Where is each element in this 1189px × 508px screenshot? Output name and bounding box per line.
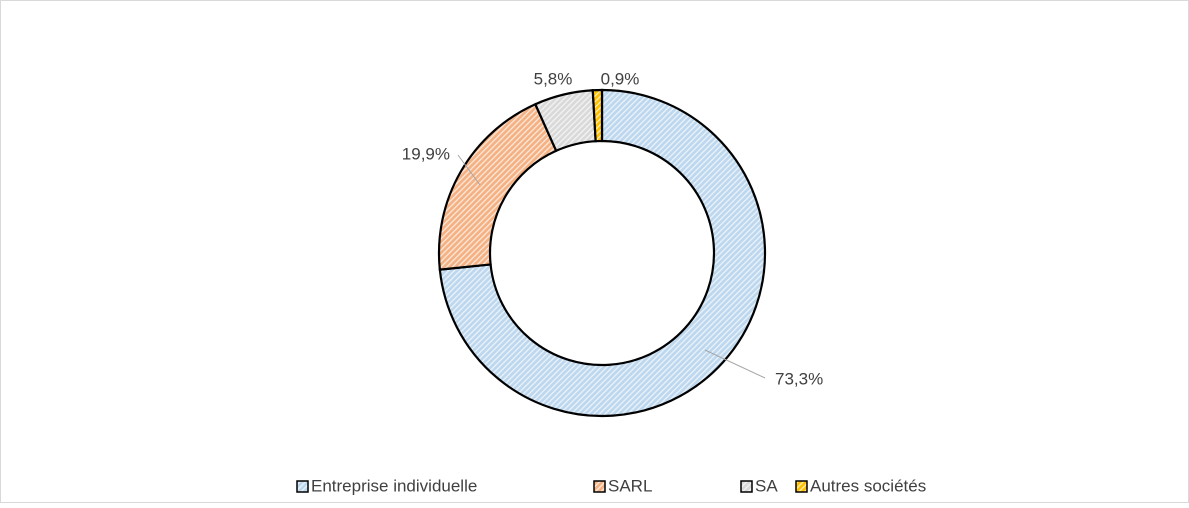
legend-swatch <box>296 480 309 493</box>
legend-swatch <box>593 480 606 493</box>
data-label: 5,8% <box>534 69 573 88</box>
leader-line <box>704 349 766 379</box>
legend-label: Autres sociétés <box>810 476 926 495</box>
data-label: 73,3% <box>775 369 823 388</box>
legend-label: SARL <box>608 476 652 495</box>
legend-label: Entreprise individuelle <box>311 476 477 495</box>
data-label: 0,9% <box>601 69 640 88</box>
leader-line <box>457 154 481 186</box>
donut-segment <box>591 88 604 143</box>
data-label: 19,9% <box>402 144 450 163</box>
legend-label: SA <box>755 476 778 495</box>
legend-swatch <box>795 480 808 493</box>
legend-swatch <box>740 480 753 493</box>
donut-segment <box>438 88 767 418</box>
